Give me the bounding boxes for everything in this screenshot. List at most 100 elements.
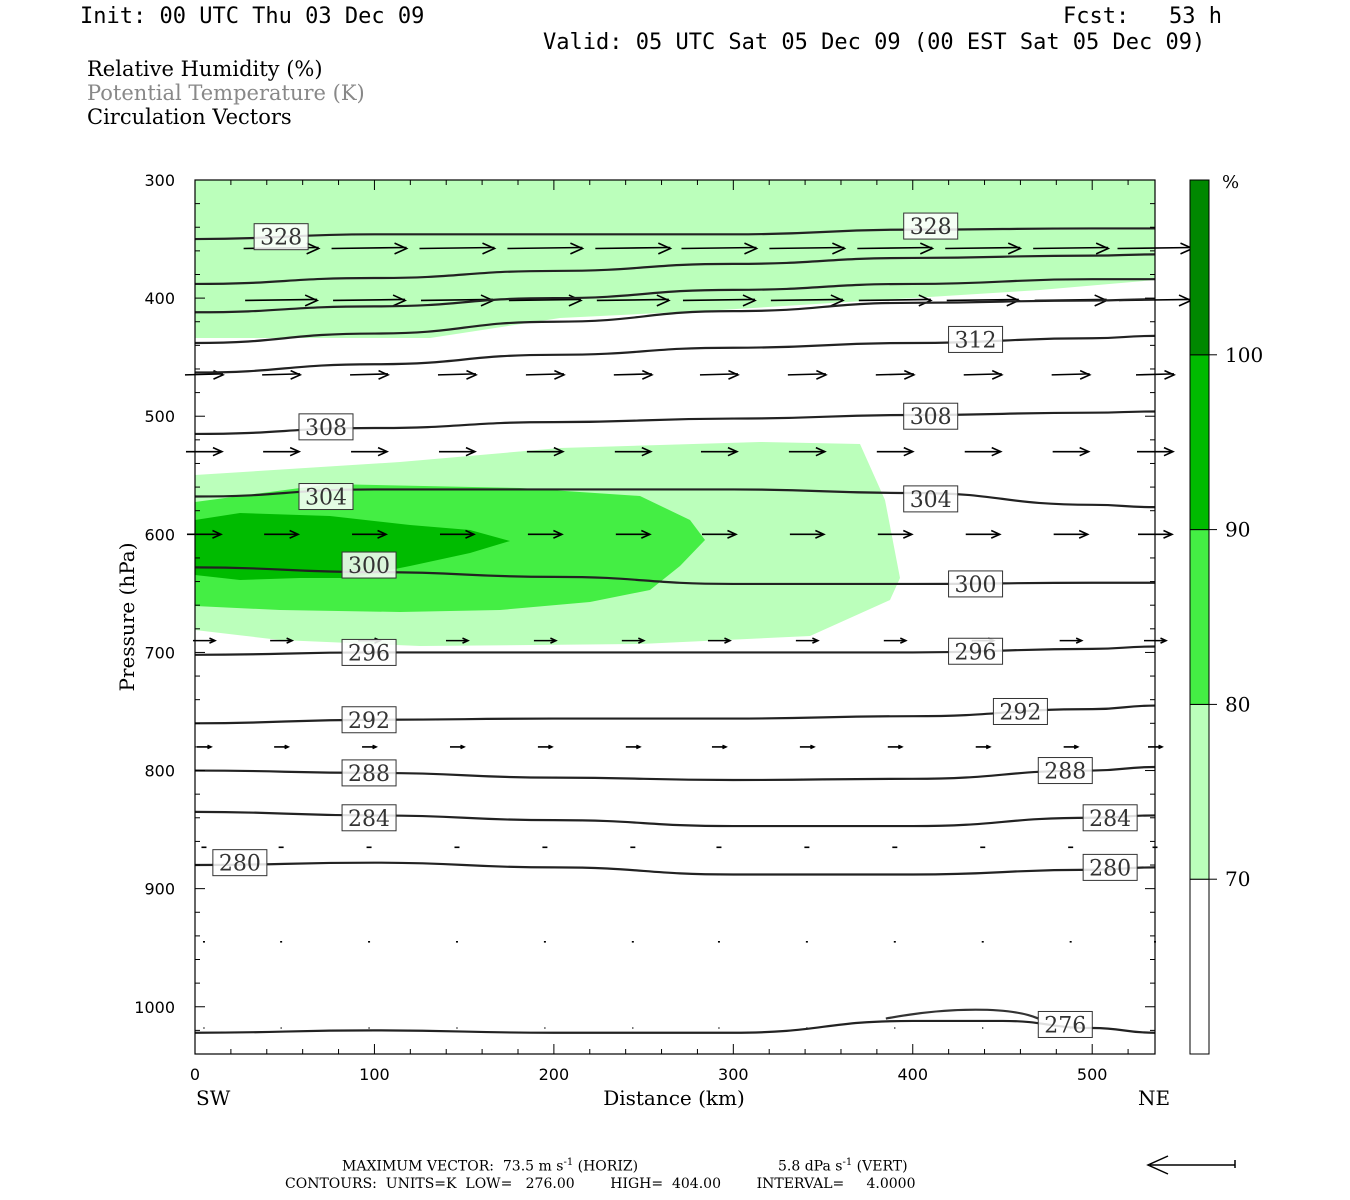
circulation-vector xyxy=(526,446,565,457)
circulation-vector xyxy=(787,369,828,380)
colorbar-level-label: 80 xyxy=(1225,692,1250,716)
theta-contour xyxy=(194,645,1156,656)
theta-contour-label: 308 xyxy=(903,402,959,430)
circulation-vector xyxy=(1033,242,1111,255)
circulation-vector xyxy=(419,242,497,255)
theta-contour-label: 308 xyxy=(298,413,354,441)
circulation-vector xyxy=(596,294,671,307)
y-tick-label: 800 xyxy=(144,762,175,781)
theta-contour-label: 328 xyxy=(903,212,959,240)
theta-contour xyxy=(194,253,1156,286)
svg-text:308: 308 xyxy=(910,405,952,430)
circulation-vector xyxy=(449,744,466,750)
circulation-vector xyxy=(711,744,728,750)
legend-potential-temperature: Potential Temperature (K) xyxy=(87,81,365,105)
theta-contour-label: 292 xyxy=(992,697,1048,725)
circulation-vector xyxy=(351,446,390,457)
svg-text:284: 284 xyxy=(348,807,390,832)
circulation-vector xyxy=(613,369,654,380)
svg-text:328: 328 xyxy=(260,226,302,251)
circulation-vector xyxy=(262,369,303,380)
circulation-vector xyxy=(595,242,673,255)
circulation-vector xyxy=(192,637,217,644)
circulation-vector xyxy=(1052,446,1091,457)
theta-contour xyxy=(194,410,1156,436)
colorbar-swatch xyxy=(1189,878,1210,1055)
plot-frame xyxy=(194,179,1156,1055)
circulation-vector xyxy=(700,446,739,457)
svg-text:300: 300 xyxy=(955,573,997,598)
theta-contour-label: 288 xyxy=(1037,757,1093,785)
theta-contour xyxy=(194,861,1156,876)
svg-text:276: 276 xyxy=(1044,1013,1086,1038)
theta-contour xyxy=(194,765,1156,782)
theta-contour-label: 300 xyxy=(341,551,397,579)
circulation-vector xyxy=(625,744,642,750)
theta-contour-label: 292 xyxy=(341,706,397,734)
x-tick-label: 500 xyxy=(1077,1065,1108,1084)
colorbar-swatch xyxy=(1189,354,1210,531)
vertical-unit-exponent: -1 xyxy=(842,1157,853,1168)
circulation-vector xyxy=(1063,744,1080,750)
svg-text:300: 300 xyxy=(348,554,390,579)
circulation-vector xyxy=(331,242,409,255)
circulation-vector xyxy=(533,637,558,644)
colorbar-swatch xyxy=(1189,703,1210,880)
x-tick-label: 400 xyxy=(897,1065,928,1084)
contour-info-line: CONTOURS: UNITS=K LOW= 276.00 HIGH= 404.… xyxy=(285,1176,916,1192)
y-tick-label: 400 xyxy=(144,289,175,308)
circulation-vector xyxy=(883,637,908,644)
circulation-vector xyxy=(963,369,1004,380)
circulation-vector xyxy=(263,446,302,457)
circulation-vector xyxy=(352,529,389,539)
svg-text:296: 296 xyxy=(348,641,390,666)
theta-contour xyxy=(194,810,1156,828)
theta-contour-label: 284 xyxy=(341,804,397,832)
valid-time: Valid: 05 UTC Sat 05 Dec 09 (00 EST Sat … xyxy=(543,30,1206,55)
circulation-vector xyxy=(875,369,916,380)
x-axis-right-end-label: NE xyxy=(1138,1086,1170,1110)
colorbar-unit: % xyxy=(1222,172,1239,193)
x-tick-label: 300 xyxy=(718,1065,749,1084)
circulation-vector xyxy=(975,744,992,750)
init-time: Init: 00 UTC Thu 03 Dec 09 xyxy=(80,4,425,29)
rh-90-100-band xyxy=(195,513,510,580)
circulation-vector xyxy=(876,446,915,457)
svg-text:288: 288 xyxy=(1044,760,1086,785)
circulation-vector xyxy=(245,294,320,307)
y-tick-label: 300 xyxy=(144,171,175,190)
y-tick-label: 700 xyxy=(144,643,175,662)
circulation-vector xyxy=(507,242,585,255)
theta-contour-label: 280 xyxy=(1082,853,1138,881)
axes: 0 100 200 300 400 500 300 400 500 600 700 800 900 100… xyxy=(134,171,1155,1084)
circulation-vector xyxy=(877,529,914,539)
svg-text:292: 292 xyxy=(348,709,390,734)
svg-text:304: 304 xyxy=(305,486,347,511)
y-axis-label: Pressure (hPa) xyxy=(115,543,139,692)
circulation-vector xyxy=(965,529,1002,539)
circulation-vector xyxy=(537,744,554,750)
horizontal-unit-exponent: -1 xyxy=(563,1157,574,1168)
circulation-vector xyxy=(270,637,295,644)
colorbar: 70 80 90 100 xyxy=(1189,179,1263,1055)
legend-circulation-vectors: Circulation Vectors xyxy=(87,105,292,129)
svg-text:292: 292 xyxy=(999,700,1041,725)
circulation-vector xyxy=(769,242,847,255)
circulation-vector xyxy=(964,446,1003,457)
svg-text:288: 288 xyxy=(348,762,390,787)
circulation-vector xyxy=(945,242,1023,255)
theta-contour-label: 304 xyxy=(298,483,354,511)
theta-contour-label: 288 xyxy=(341,759,397,787)
theta-contour-label: 312 xyxy=(948,325,1004,353)
circulation-vector xyxy=(707,637,732,644)
horizontal-tag: (HORIZ) xyxy=(577,1158,639,1175)
svg-text:280: 280 xyxy=(219,852,261,877)
circulation-vector xyxy=(185,446,224,457)
circulation-vector xyxy=(701,529,738,539)
x-tick-label: 200 xyxy=(539,1065,570,1084)
theta-contour-label: 304 xyxy=(903,485,959,513)
reference-vector xyxy=(1146,1155,1236,1175)
forecast-hour: Fcst: 53 h xyxy=(1063,4,1222,29)
circulation-vector xyxy=(445,637,470,644)
